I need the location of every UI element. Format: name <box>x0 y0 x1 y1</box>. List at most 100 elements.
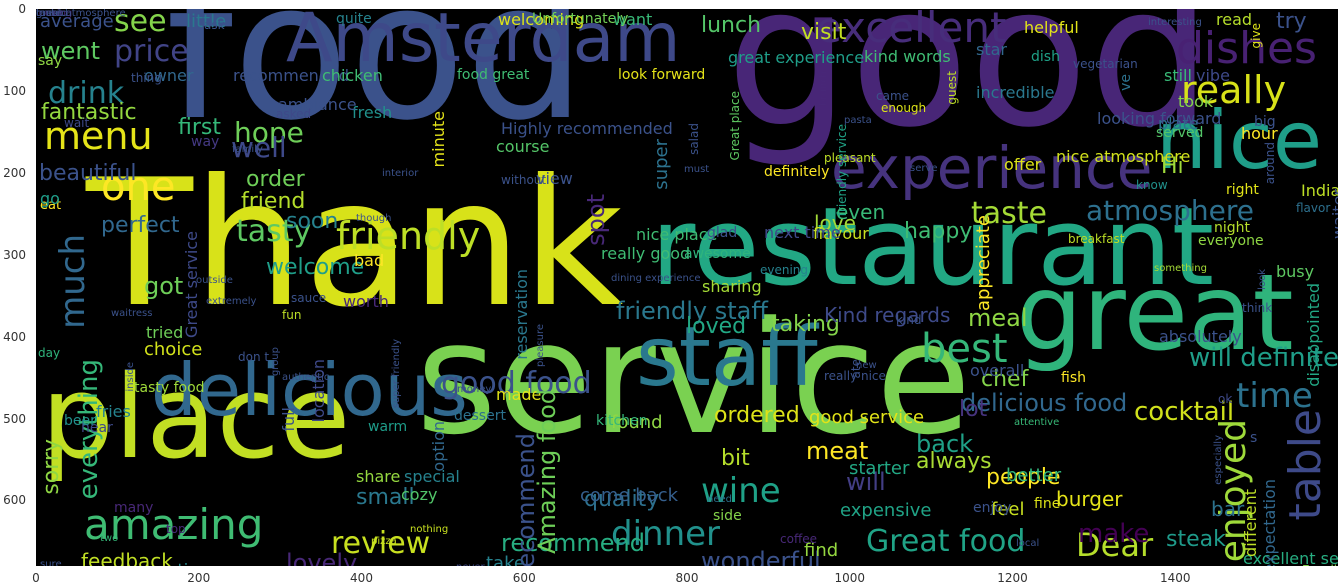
word-one: one <box>101 164 176 210</box>
word-back: back <box>916 430 974 458</box>
word-read: read <box>1216 10 1253 29</box>
word-great-place: Great place <box>728 91 742 161</box>
word-menu: menu <box>44 114 153 158</box>
word-inside: inside <box>125 362 136 392</box>
word-dessert: dessert <box>454 408 506 424</box>
word-will: will <box>846 468 886 496</box>
word-made: made <box>496 385 542 404</box>
word-attentive: attentive <box>1014 417 1060 428</box>
word-small: small <box>356 485 415 510</box>
word-better: better <box>1006 465 1062 486</box>
word-always: always <box>916 449 992 474</box>
word-know: know <box>1136 178 1168 192</box>
x-tick-label: 0 <box>32 571 40 585</box>
word-way: way <box>191 134 220 150</box>
word-everyone: everyone <box>1198 233 1264 249</box>
word-kitchen: kitchen <box>596 413 648 429</box>
word-perfect: perfect <box>101 213 180 238</box>
word-vegetarian: vegetarian <box>1073 57 1138 71</box>
word-friendly: friendly <box>336 214 481 258</box>
word-offer: offer <box>1004 155 1042 174</box>
word-feedback: feedback <box>81 549 173 566</box>
word-steak: steak <box>1166 527 1226 552</box>
word-minute: minute <box>429 111 448 168</box>
word-staff: staff <box>636 310 818 405</box>
word-burger: burger <box>1056 487 1123 511</box>
word-food: food <box>166 9 586 162</box>
word-hi: Hi <box>1161 154 1184 179</box>
word-star: star <box>976 40 1007 59</box>
word-nice-atmosphere: nice atmosphere <box>1056 147 1191 166</box>
word-ask: ask <box>204 18 225 32</box>
word-feel: feel <box>991 499 1025 520</box>
word-bad: bad <box>354 251 385 270</box>
word-took: took <box>1178 92 1214 111</box>
word-chef: chef <box>981 367 1029 392</box>
word-dining-experience: dining experience <box>611 273 701 284</box>
word-tasted: tasted <box>36 9 68 19</box>
word-kind: kind <box>896 313 922 327</box>
word-found: found <box>611 412 663 433</box>
y-tick-label: 400 <box>3 329 26 344</box>
word-got: got <box>144 272 184 300</box>
word-interior: interior <box>382 168 419 179</box>
word-plate: plate <box>1158 114 1199 133</box>
word-expectation: expectation <box>1260 479 1279 566</box>
word-top: top <box>166 522 186 536</box>
word-happy: happy <box>904 219 973 244</box>
word-group: group <box>270 347 281 377</box>
word-well: well <box>231 131 287 164</box>
word-without: without <box>501 173 547 187</box>
word-warm: warm <box>368 419 408 435</box>
word-tried: tried <box>146 323 184 342</box>
word-ate: ate <box>849 359 863 379</box>
word-choice: choice <box>144 339 203 360</box>
word-big: big <box>1254 114 1276 130</box>
word-soon: soon <box>286 209 339 234</box>
word-fish: fish <box>1061 370 1086 386</box>
word-recommend: recommend <box>501 529 645 557</box>
word-wonderful: wonderful <box>701 547 821 566</box>
word-highly-recommend: highly recommend <box>512 433 540 566</box>
word-glad: glad <box>707 225 738 241</box>
word-really-good: really good <box>601 244 691 263</box>
word-busy: busy <box>1276 262 1315 281</box>
word-take: take <box>486 553 525 567</box>
word-amazing: amazing <box>84 500 264 549</box>
word-want: want <box>613 10 653 29</box>
word-full: full <box>279 407 298 432</box>
word-outside: outside <box>196 275 233 286</box>
word-super: super <box>651 139 672 190</box>
word-still: still <box>1164 66 1192 85</box>
word-food-great: food great <box>457 67 530 83</box>
word-night: night <box>1214 220 1251 236</box>
word-meat: meat <box>806 437 869 465</box>
word-wait: wait <box>64 116 90 130</box>
word-ambiance: ambiance <box>278 95 357 114</box>
word-authentic: authentic <box>282 372 330 383</box>
word-pizza: pizza <box>371 536 397 547</box>
word-meal: meal <box>968 304 1028 332</box>
word-say: say <box>38 53 63 69</box>
word-dishes: dishes <box>1176 23 1317 74</box>
word-indian-food: Indian food <box>1301 181 1338 200</box>
word-appreciate: appreciate <box>973 215 994 312</box>
word-starter: starter <box>849 458 910 479</box>
word-review: review <box>331 526 431 561</box>
word-family: family <box>232 144 263 155</box>
word-evening: evening <box>760 263 809 277</box>
word-especially: especially <box>1213 435 1224 485</box>
word-amsterdam: Amsterdam <box>286 9 681 78</box>
word-fresh: fresh <box>352 103 393 122</box>
word-love: love <box>814 211 856 235</box>
word-service: service <box>416 288 972 469</box>
word-reservation: reservation <box>512 269 531 360</box>
word-friendly-service: friendly service <box>835 124 849 217</box>
word-waitress: waitress <box>111 308 153 319</box>
word-good-food: good food <box>441 366 592 401</box>
word-super-friendly: super friendly <box>391 339 402 409</box>
y-tick-label: 500 <box>3 411 26 426</box>
word-sorry: sorry <box>39 439 64 495</box>
word-people: people <box>986 465 1061 490</box>
word-portion: portion <box>151 562 208 567</box>
